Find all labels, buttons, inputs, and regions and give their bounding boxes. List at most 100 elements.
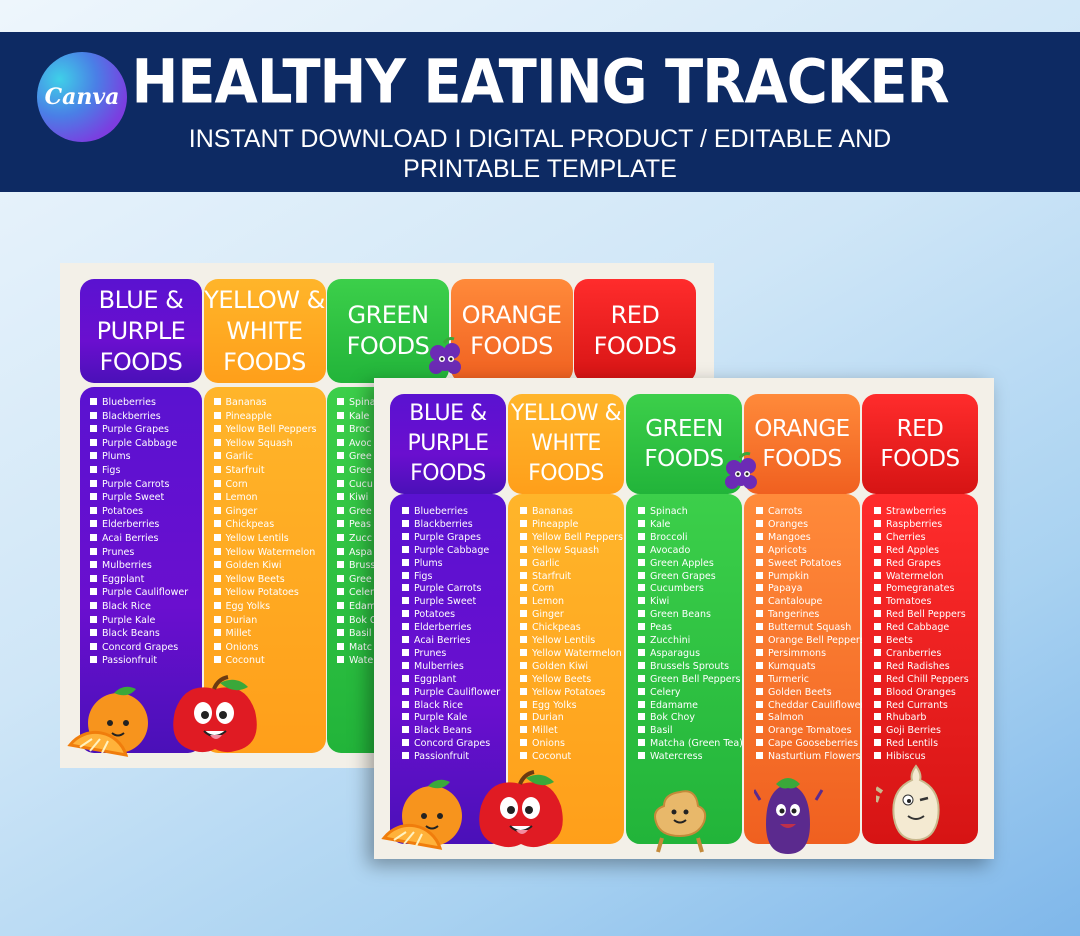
grape-character-illustration — [426, 337, 466, 377]
checklist-item: Purple Cauliflower — [90, 587, 188, 598]
checklist-item: Kiwi — [638, 596, 669, 607]
checklist-item: Potatoes — [402, 609, 455, 620]
orange-character-illustration — [380, 776, 476, 856]
checklist-item: Bok C — [337, 615, 376, 626]
checklist-item: Spina — [337, 397, 376, 408]
checklist-item: Yellow Beets — [214, 574, 285, 585]
column-header-orange: ORANGE FOODS — [744, 394, 860, 494]
checklist-item: Red Bell Peppers — [874, 609, 966, 620]
checklist-item: Onions — [520, 738, 565, 749]
checklist-item: Purple Grapes — [90, 424, 169, 435]
checklist-item: Asparagus — [638, 648, 700, 659]
checklist-item: Gree — [337, 465, 372, 476]
checklist-item: Yellow Bell Peppers — [214, 424, 317, 435]
checklist-item: Millet — [214, 628, 252, 639]
checklist-item: Yellow Potatoes — [520, 687, 605, 698]
checklist-item: Avoc — [337, 438, 372, 449]
checklist-item: Pineapple — [214, 411, 272, 422]
checklist-item: Cape Gooseberries — [756, 738, 858, 749]
checklist-item: Broccoli — [638, 532, 688, 543]
checklist-item: Blueberries — [90, 397, 156, 408]
checklist-item: Yellow Beets — [520, 674, 591, 685]
garlic-character-illustration — [874, 758, 962, 844]
checklist-item: Yellow Bell Peppers — [520, 532, 623, 543]
column-header-green: GREEN FOODS — [626, 394, 742, 494]
checklist-item: Tomatoes — [874, 596, 931, 607]
checklist-item: Red Cabbage — [874, 622, 949, 633]
checklist-item: Purple Carrots — [90, 479, 169, 490]
checklist-item: Purple Kale — [90, 615, 155, 626]
checklist-item: Gree — [337, 506, 372, 517]
checklist-item: Plums — [90, 451, 131, 462]
checklist-item: Purple Cauliflower — [402, 687, 500, 698]
checklist-item: Potatoes — [90, 506, 143, 517]
checklist-item: Egg Yolks — [214, 601, 271, 612]
checklist-item: Bananas — [520, 506, 573, 517]
page-title: HEALTHY EATING TRACKER — [131, 47, 949, 118]
checklist-item: Lemon — [214, 492, 258, 503]
checklist-item: Figs — [90, 465, 120, 476]
checklist-item: Millet — [520, 725, 558, 736]
checklist-item: Egg Yolks — [520, 700, 577, 711]
checklist-item: Orange Tomatoes — [756, 725, 852, 736]
checklist-item: Black Beans — [402, 725, 472, 736]
checklist-item: Golden Kiwi — [520, 661, 588, 672]
checklist-item: Rhubarb — [874, 712, 926, 723]
column-header-green: GREEN FOODS — [327, 279, 449, 383]
checklist-item: Yellow Squash — [520, 545, 599, 556]
checklist-item: Coconut — [214, 655, 265, 666]
checklist-item: Golden Beets — [756, 687, 832, 698]
checklist-item: Bok Choy — [638, 712, 695, 723]
checklist-item: Mangoes — [756, 532, 811, 543]
checklist-item: Kale — [638, 519, 670, 530]
checklist-item: Beets — [874, 635, 913, 646]
checklist-item: Avocado — [638, 545, 690, 556]
checklist-item: Figs — [402, 571, 432, 582]
column-header-red: RED FOODS — [862, 394, 978, 494]
checklist-item: Red Grapes — [874, 558, 941, 569]
checklist-item: Red Apples — [874, 545, 939, 556]
checklist-item: Carrots — [756, 506, 802, 517]
checklist-item: Green Beans — [638, 609, 711, 620]
checklist-item: Cherries — [874, 532, 926, 543]
checklist-item: Raspberries — [874, 519, 942, 530]
eggplant-character-illustration — [752, 770, 824, 856]
checklist-item: Concord Grapes — [402, 738, 490, 749]
checklist-item: Passionfruit — [90, 655, 157, 666]
checklist-item: Watermelon — [874, 571, 944, 582]
checklist-item: Bruss — [337, 560, 375, 571]
checklist-item: Basil — [638, 725, 673, 736]
checklist-item: Zucc — [337, 533, 372, 544]
checklist-item: Celery — [638, 687, 681, 698]
checklist-item: Hibiscus — [874, 751, 926, 762]
canva-logo: Canva — [37, 52, 127, 142]
checklist-item: Pineapple — [520, 519, 578, 530]
checklist-item: Wate — [337, 655, 373, 666]
checklist-item: Red Chill Peppers — [874, 674, 969, 685]
checklist-item: Corn — [214, 479, 248, 490]
checklist-item: Sweet Potatoes — [756, 558, 841, 569]
checklist-item: Eggplant — [402, 674, 456, 685]
checklist-item: Elderberries — [90, 519, 159, 530]
checklist-item: Purple Kale — [402, 712, 467, 723]
checklist-item: Peas — [337, 519, 371, 530]
column-header-purple: BLUE & PURPLE FOODS — [390, 394, 506, 494]
checklist-item: Elderberries — [402, 622, 471, 633]
checklist-item: Cucu — [337, 479, 373, 490]
checklist-item: Purple Sweet — [90, 492, 164, 503]
checklist-item: Black Rice — [402, 700, 463, 711]
checklist-item: Garlic — [520, 558, 560, 569]
checklist-item: Goji Berries — [874, 725, 941, 736]
checklist-item: Gree — [337, 574, 372, 585]
checklist-item: Blackberries — [402, 519, 473, 530]
checklist-item: Peas — [638, 622, 672, 633]
orange-character-illustration — [66, 683, 162, 763]
checklist-item: Chickpeas — [520, 622, 581, 633]
checklist-item: Black Rice — [90, 601, 151, 612]
checklist-item: Papaya — [756, 583, 802, 594]
checklist-item: Lemon — [520, 596, 564, 607]
checklist-item: Gree — [337, 451, 372, 462]
checklist-item: Eggplant — [90, 574, 144, 585]
checklist-item: Red Lentils — [874, 738, 938, 749]
checklist-item: Watercress — [638, 751, 703, 762]
